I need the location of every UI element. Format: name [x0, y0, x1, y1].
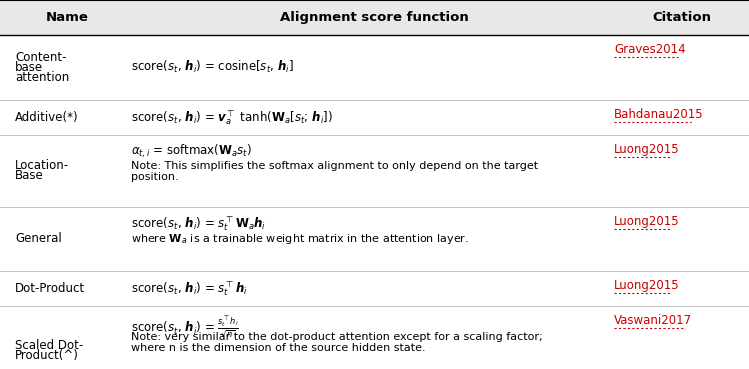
Bar: [0, 0, 749, 35]
Text: Location-: Location-: [15, 159, 69, 172]
Text: Dot-Product: Dot-Product: [15, 282, 85, 295]
Text: score($s_t$, $\boldsymbol{h}_i$) = $s_t^\top$$\mathbf{W}_a$$\boldsymbol{h}_i$: score($s_t$, $\boldsymbol{h}_i$) = $s_t^…: [131, 215, 267, 234]
Text: score($s_t$, $\boldsymbol{h}_i$) = cosine[$s_t$, $\boldsymbol{h}_i$]: score($s_t$, $\boldsymbol{h}_i$) = cosin…: [131, 59, 294, 75]
Text: Graves2014: Graves2014: [614, 43, 686, 56]
Text: Content-: Content-: [15, 51, 67, 63]
Text: Note: This simplifies the softmax alignment to only depend on the target: Note: This simplifies the softmax alignm…: [131, 161, 539, 170]
Text: attention: attention: [15, 71, 69, 84]
Text: $\alpha_{t,i}$ = softmax($\mathbf{W}_a$$s_t$): $\alpha_{t,i}$ = softmax($\mathbf{W}_a$$…: [131, 143, 252, 160]
Text: Additive(*): Additive(*): [15, 111, 79, 124]
Text: where $\mathbf{W}_a$ is a trainable weight matrix in the attention layer.: where $\mathbf{W}_a$ is a trainable weig…: [131, 232, 469, 246]
Text: Alignment score function: Alignment score function: [280, 11, 469, 24]
Text: base: base: [15, 61, 43, 74]
Text: where n is the dimension of the source hidden state.: where n is the dimension of the source h…: [131, 343, 425, 353]
Text: Bahdanau2015: Bahdanau2015: [614, 108, 704, 121]
Text: score($s_t$, $\boldsymbol{h}_i$) = $s_t^\top$$\boldsymbol{h}_i$: score($s_t$, $\boldsymbol{h}_i$) = $s_t^…: [131, 279, 248, 298]
Text: Note: very similar to the dot-product attention except for a scaling factor;: Note: very similar to the dot-product at…: [131, 332, 543, 342]
Text: Scaled Dot-: Scaled Dot-: [15, 339, 83, 352]
Text: Citation: Citation: [652, 11, 711, 24]
Text: Product(^): Product(^): [15, 349, 79, 362]
Text: score($s_t$, $\boldsymbol{h}_i$) = $\frac{s_t^\top h_i}{\sqrt{n}}$: score($s_t$, $\boldsymbol{h}_i$) = $\fra…: [131, 314, 239, 340]
Text: Base: Base: [15, 169, 43, 182]
Text: Luong2015: Luong2015: [614, 143, 680, 156]
Text: Luong2015: Luong2015: [614, 215, 680, 228]
Text: score($s_t$, $\boldsymbol{h}_i$) = $\boldsymbol{v}_a^\top$ tanh($\mathbf{W}_a$[$: score($s_t$, $\boldsymbol{h}_i$) = $\bol…: [131, 108, 333, 127]
Text: Vaswani2017: Vaswani2017: [614, 314, 692, 327]
Text: General: General: [15, 232, 61, 245]
Text: position.: position.: [131, 172, 179, 182]
Text: Luong2015: Luong2015: [614, 279, 680, 292]
Text: Name: Name: [46, 11, 89, 24]
